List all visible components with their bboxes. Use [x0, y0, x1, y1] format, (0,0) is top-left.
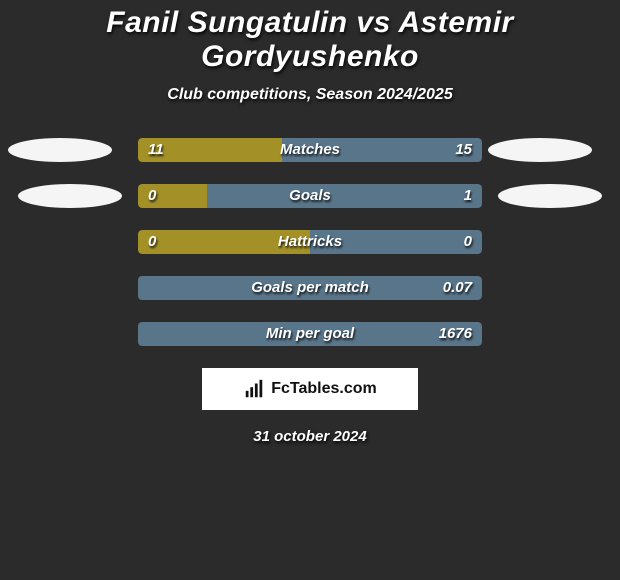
brand-box: FcTables.com — [202, 368, 418, 410]
stat-row: Matches11 15 — [0, 138, 620, 162]
right-value: 15 — [455, 138, 472, 162]
stat-label: Goals — [138, 184, 482, 208]
right-team-indicator — [488, 138, 592, 162]
left-team-indicator — [8, 138, 112, 162]
stat-bar: Hattricks0 0 — [138, 230, 482, 254]
right-value: 0 — [464, 230, 472, 254]
left-value: 11 — [148, 138, 164, 162]
right-team-indicator — [498, 184, 602, 208]
stat-row: Goals0 1 — [0, 184, 620, 208]
left-value: 0 — [148, 230, 156, 254]
stat-row: Min per goal1676 — [0, 322, 620, 346]
left-value: 0 — [148, 184, 156, 208]
bar-chart-icon — [243, 378, 265, 400]
stat-label: Min per goal — [138, 322, 482, 346]
comparison-infographic: Fanil Sungatulin vs Astemir Gordyushenko… — [0, 0, 620, 445]
right-value: 1 — [464, 184, 472, 208]
date: 31 october 2024 — [0, 428, 620, 445]
subtitle: Club competitions, Season 2024/2025 — [0, 86, 620, 104]
brand-text: FcTables.com — [271, 380, 377, 398]
stat-bar: Goals0 1 — [138, 184, 482, 208]
stat-rows: Matches1115Goals01Hattricks00Goals per m… — [0, 138, 620, 346]
right-value: 1676 — [439, 322, 472, 346]
stat-row: Hattricks0 0 — [0, 230, 620, 254]
stat-label: Hattricks — [138, 230, 482, 254]
stat-label: Goals per match — [138, 276, 482, 300]
title: Fanil Sungatulin vs Astemir Gordyushenko — [0, 6, 620, 74]
stat-bar: Min per goal1676 — [138, 322, 482, 346]
stat-row: Goals per match0.07 — [0, 276, 620, 300]
right-value: 0.07 — [443, 276, 472, 300]
stat-bar: Matches11 15 — [138, 138, 482, 162]
stat-bar: Goals per match0.07 — [138, 276, 482, 300]
left-team-indicator — [18, 184, 122, 208]
stat-label: Matches — [138, 138, 482, 162]
